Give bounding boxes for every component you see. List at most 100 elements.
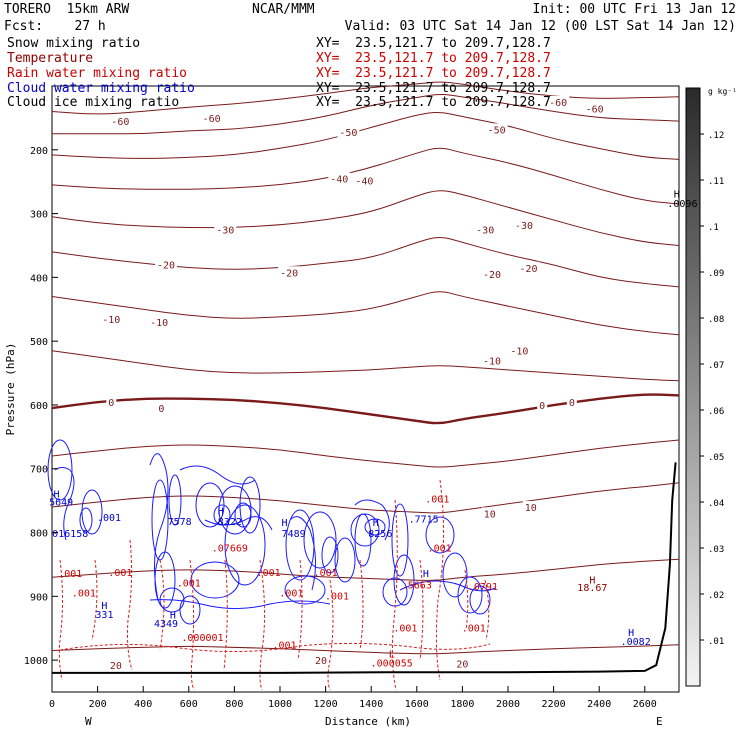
temperature-label-23: 10 bbox=[484, 509, 496, 520]
cloud-water-contour-18 bbox=[334, 537, 356, 583]
temperature-label-bg bbox=[313, 654, 330, 666]
field-cloudwater-name: Cloud water mixing ratio bbox=[7, 81, 195, 96]
colorbar-tick-label-5: .06 bbox=[708, 407, 724, 417]
field-marker-40: L bbox=[389, 650, 395, 661]
rain-water-contour-3 bbox=[159, 559, 165, 651]
field-marker-27: .001 bbox=[58, 569, 82, 580]
field-marker-7: 5649 bbox=[49, 498, 73, 509]
colorbar-tick-label-9: .1 bbox=[708, 223, 719, 233]
temperature-label-bg bbox=[109, 115, 132, 127]
temperature-label-bg bbox=[481, 268, 504, 280]
colorbar-tick-label-1: .02 bbox=[708, 591, 724, 601]
temperature-label-10: -30 bbox=[515, 221, 533, 232]
y-tick-label-6: 800 bbox=[30, 529, 48, 540]
temperature-contour-5 bbox=[51, 237, 680, 288]
cloud-water-contour-23 bbox=[393, 554, 415, 606]
cloud-water-contour-13 bbox=[190, 561, 240, 599]
temperature-label-1: -60 bbox=[203, 114, 221, 125]
temperature-label-bg bbox=[481, 354, 504, 366]
colorbar bbox=[685, 87, 701, 687]
x-tick-label-11: 2200 bbox=[542, 699, 566, 710]
cloud-water-contour-10 bbox=[234, 502, 252, 528]
temperature-contour-6 bbox=[51, 291, 680, 336]
temperature-label-bg bbox=[508, 344, 531, 356]
field-marker-15: H bbox=[218, 507, 224, 518]
cloud-water-contour-27 bbox=[442, 552, 468, 598]
field-snow-name: Snow mixing ratio bbox=[7, 36, 141, 51]
init-time: Init: 00 UTC Fri 13 Jan 12 bbox=[532, 2, 737, 17]
field-marker-20: 8256 bbox=[368, 529, 392, 540]
temperature-contour-1 bbox=[52, 94, 680, 135]
x-tick-label-13: 2600 bbox=[633, 699, 657, 710]
field-marker-3: 18.67 bbox=[577, 583, 607, 594]
rain-water-contour-11 bbox=[419, 559, 424, 661]
temperature-label-4: -50 bbox=[339, 128, 357, 139]
temperature-label-bg bbox=[155, 258, 177, 270]
temperature-label-18: -10 bbox=[510, 347, 528, 358]
temperature-label-bg bbox=[328, 172, 351, 184]
cloud-water-contour-20 bbox=[350, 513, 380, 547]
colorbar-tick-label-11: .12 bbox=[708, 131, 724, 141]
field-marker-37: .001 bbox=[462, 623, 486, 634]
field-marker-31: .07669 bbox=[212, 544, 248, 555]
colorbar-tick-label-0: .01 bbox=[708, 637, 724, 647]
field-marker-0: H bbox=[674, 190, 680, 201]
field-marker-1: .0096 bbox=[667, 199, 697, 210]
cloud-water-line-3 bbox=[204, 516, 273, 531]
colorbar-tick-label-7: .08 bbox=[708, 315, 724, 325]
field-marker-11: 331 bbox=[95, 610, 113, 621]
field-temperature-name: Temperature bbox=[7, 51, 94, 66]
cloud-water-contour-16 bbox=[303, 511, 337, 569]
cloud-water-contour-19 bbox=[354, 513, 372, 567]
cloud-water-contour-14 bbox=[179, 595, 201, 625]
colorbar-tick-label-4: .05 bbox=[708, 453, 724, 463]
field-snow-xy: XY= 23.5,121.7 to 209.7,128.7 bbox=[316, 36, 551, 51]
forecast-hour: Fcst: 27 h bbox=[4, 19, 106, 34]
x-end-right: E bbox=[656, 715, 663, 728]
x-tick-label-8: 1600 bbox=[405, 699, 429, 710]
colorbar-tick-label-2: .03 bbox=[708, 545, 724, 555]
colorbar-unit: g kg⁻¹ bbox=[708, 87, 737, 96]
rain-water-contour-4 bbox=[189, 559, 195, 691]
y-tick-label-5: 700 bbox=[30, 465, 48, 476]
field-cloudice-xy: XY= 23.5,121.7 to 209.7,128.7 bbox=[316, 95, 551, 110]
cloud-water-contour-15 bbox=[285, 509, 315, 581]
x-tick-label-0: 0 bbox=[49, 699, 55, 710]
cloud-water-contour-12 bbox=[224, 504, 266, 586]
y-axis-label: Pressure (hPa) bbox=[4, 343, 17, 436]
temperature-contour-4 bbox=[51, 190, 680, 246]
field-marker-19: H bbox=[373, 518, 379, 529]
rain-water-contour-13 bbox=[464, 569, 469, 631]
y-tick-label-4: 600 bbox=[30, 401, 48, 412]
cloud-water-contour-4 bbox=[168, 474, 182, 526]
y-tick-label-8: 1000 bbox=[24, 656, 48, 667]
temperature-label-26: 20 bbox=[315, 656, 327, 667]
temperature-label-16: -10 bbox=[150, 318, 168, 329]
field-marker-36: .001 bbox=[393, 623, 417, 634]
field-rain-xy: XY= 23.5,121.7 to 209.7,128.7 bbox=[316, 66, 551, 81]
cloud-water-contour-17 bbox=[321, 536, 339, 574]
model-name: TORERO 15km ARW bbox=[4, 2, 130, 17]
temperature-contour-7 bbox=[51, 350, 680, 382]
temperature-label-27: 20 bbox=[456, 659, 468, 670]
field-marker-14: 7578 bbox=[168, 517, 192, 528]
colorbar-tick-label-10: .11 bbox=[708, 177, 724, 187]
field-marker-23: .001 bbox=[425, 495, 449, 506]
x-tick-label-3: 600 bbox=[180, 699, 198, 710]
temperature-label-bg bbox=[100, 312, 123, 324]
temperature-label-5: -50 bbox=[488, 125, 506, 136]
field-cloudwater-xy: XY= 23.5,121.7 to 209.7,128.7 bbox=[316, 81, 551, 96]
field-marker-13: 4349 bbox=[154, 619, 178, 630]
rain-water-contour-6 bbox=[259, 559, 266, 691]
temperature-label-bg bbox=[107, 659, 124, 671]
cloud-water-contour-11 bbox=[239, 476, 261, 534]
cloud-water-contour-0 bbox=[47, 439, 73, 501]
field-marker-30: .001 bbox=[177, 579, 201, 590]
field-marker-18: 7489 bbox=[282, 529, 306, 540]
colorbar-tick-label-6: .07 bbox=[708, 361, 724, 371]
temperature-label-bg bbox=[454, 657, 471, 669]
temperature-label-bg bbox=[214, 223, 237, 235]
cloud-water-contour-2 bbox=[79, 507, 93, 533]
field-marker-21: .7715 bbox=[409, 514, 439, 525]
temperature-label-20: 0 bbox=[158, 404, 164, 415]
